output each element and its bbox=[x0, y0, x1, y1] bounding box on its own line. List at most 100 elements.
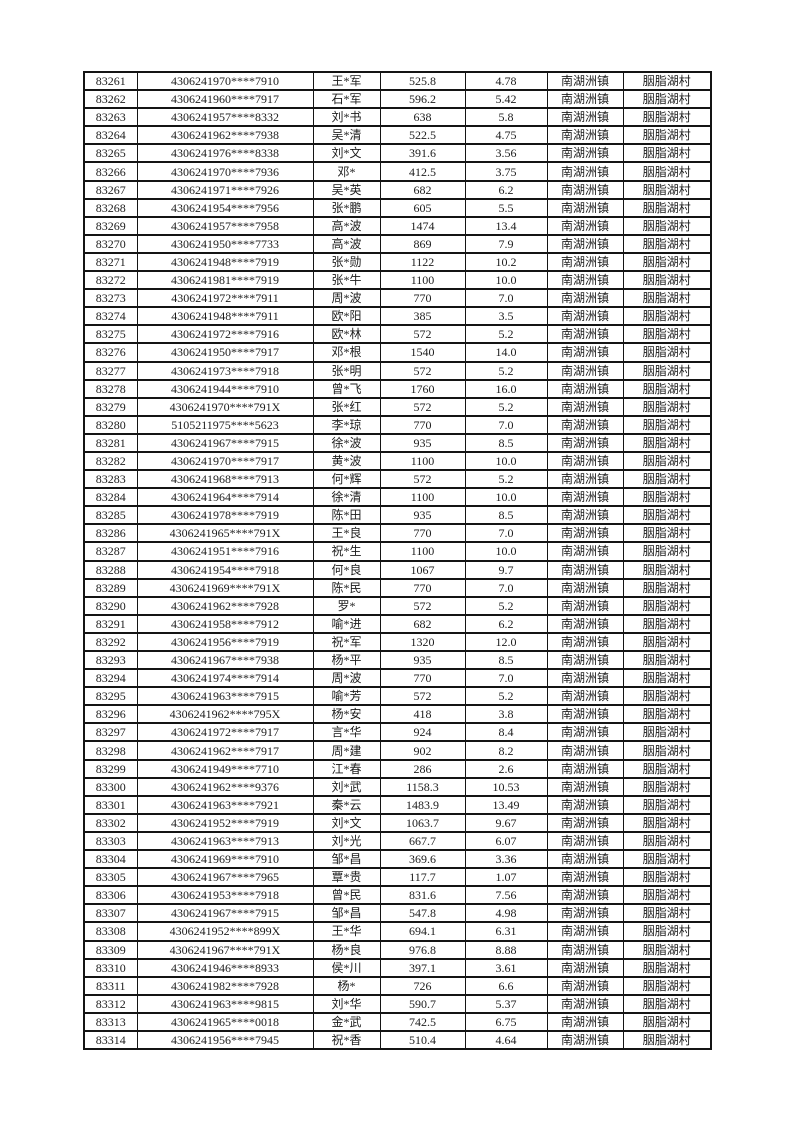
cell-amount: 391.6 bbox=[379, 143, 466, 164]
cell-id-number: 4306241965****791X bbox=[136, 523, 314, 544]
cell-name: 覃*贵 bbox=[312, 867, 381, 888]
table-row: 83273 4306241972****7911 周*波 770 7.0 南湖洲镇 胭脂湖村 bbox=[83, 288, 712, 309]
cell-amount: 1483.9 bbox=[379, 794, 466, 815]
table-row: 83310 4306241946****8933 侯*川 397.1 3.61 南湖洲镇胭… bbox=[83, 957, 712, 978]
cell-rate: 6.6 bbox=[464, 975, 548, 996]
cell-town: 南湖洲镇 bbox=[546, 215, 624, 236]
cell-rate: 6.2 bbox=[464, 179, 548, 200]
cell-seq: 83287 bbox=[83, 541, 138, 562]
cell-rate: 3.61 bbox=[464, 957, 548, 978]
table-row: 83261 4306241970****7910 王*军 525.8 4.78 南湖洲镇胭… bbox=[83, 70, 712, 92]
cell-id-number: 4306241957****7958 bbox=[136, 215, 314, 236]
cell-seq: 83302 bbox=[83, 812, 138, 833]
cell-rate: 3.5 bbox=[464, 306, 548, 327]
cell-town: 南湖洲镇 bbox=[546, 740, 624, 761]
cell-id-number: 4306241970****7910 bbox=[136, 70, 314, 92]
cell-name: 杨*安 bbox=[312, 704, 381, 725]
cell-amount: 1067 bbox=[379, 559, 466, 580]
cell-rate: 8.5 bbox=[464, 432, 548, 453]
cell-rate: 6.07 bbox=[464, 830, 548, 852]
cell-rate: 7.0 bbox=[464, 523, 548, 544]
cell-rate: 2.6 bbox=[464, 758, 548, 779]
cell-rate: 5.2 bbox=[464, 595, 548, 616]
cell-town: 南湖洲镇 bbox=[546, 179, 624, 200]
cell-id-number: 4306241954****7956 bbox=[136, 197, 314, 218]
cell-rate: 5.2 bbox=[464, 396, 548, 417]
cell-id-number: 4306241951****7916 bbox=[136, 541, 314, 562]
cell-village: 胭脂湖村 bbox=[622, 740, 712, 761]
cell-amount: 1540 bbox=[379, 342, 466, 363]
cell-rate: 6.75 bbox=[464, 1011, 548, 1032]
cell-seq: 83295 bbox=[83, 686, 138, 707]
cell-seq: 83282 bbox=[83, 450, 138, 472]
cell-name: 李*琼 bbox=[312, 414, 381, 435]
table-row: 83297 4306241972****7917 言*华 924 8.4 南湖洲镇 胭脂湖村 bbox=[83, 722, 712, 743]
cell-seq: 83274 bbox=[83, 306, 138, 327]
cell-seq: 83310 bbox=[83, 957, 138, 978]
table-row: 83278 4306241944****7910 曾*飞 1760 16.0 南湖洲镇 胭脂… bbox=[83, 378, 712, 399]
cell-seq: 83264 bbox=[83, 125, 138, 146]
cell-name: 黄*波 bbox=[312, 450, 381, 472]
cell-seq: 83266 bbox=[83, 161, 138, 182]
cell-amount: 605 bbox=[379, 197, 466, 218]
cell-name: 邓*根 bbox=[312, 342, 381, 363]
cell-name: 王*军 bbox=[312, 70, 381, 92]
cell-rate: 7.0 bbox=[464, 577, 548, 598]
cell-seq: 83309 bbox=[83, 939, 138, 960]
cell-amount: 638 bbox=[379, 107, 466, 128]
table-row: 83271 4306241948****7919 张*勋 1122 10.2 南湖洲镇 胭脂… bbox=[83, 251, 712, 273]
cell-id-number: 4306241970****7936 bbox=[136, 161, 314, 182]
cell-seq: 83280 bbox=[83, 414, 138, 435]
cell-amount: 286 bbox=[379, 758, 466, 779]
cell-village: 胭脂湖村 bbox=[622, 414, 712, 435]
cell-name: 张*勋 bbox=[312, 251, 381, 273]
cell-town: 南湖洲镇 bbox=[546, 722, 624, 743]
cell-amount: 522.5 bbox=[379, 125, 466, 146]
cell-town: 南湖洲镇 bbox=[546, 414, 624, 435]
cell-amount: 902 bbox=[379, 740, 466, 761]
cell-amount: 590.7 bbox=[379, 993, 466, 1014]
table-row: 83279 4306241970****791X 张*红 572 5.2 南湖洲镇 胭脂湖村 bbox=[83, 396, 712, 417]
cell-amount: 742.5 bbox=[379, 1011, 466, 1032]
cell-village: 胭脂湖村 bbox=[622, 179, 712, 200]
cell-village: 胭脂湖村 bbox=[622, 143, 712, 164]
cell-seq: 83299 bbox=[83, 758, 138, 779]
cell-village: 胭脂湖村 bbox=[622, 885, 712, 906]
cell-village: 胭脂湖村 bbox=[622, 306, 712, 327]
cell-seq: 83270 bbox=[83, 233, 138, 254]
cell-village: 胭脂湖村 bbox=[622, 957, 712, 978]
cell-village: 胭脂湖村 bbox=[622, 1011, 712, 1032]
table-row: 83281 4306241967****7915 徐*波 935 8.5 南湖洲镇 胭脂湖村 bbox=[83, 432, 712, 453]
cell-town: 南湖洲镇 bbox=[546, 270, 624, 291]
table-row: 83301 4306241963****7921 秦*云 1483.9 13.49 南湖洲… bbox=[83, 794, 712, 815]
cell-id-number: 4306241972****7916 bbox=[136, 324, 314, 345]
table-row: 83309 4306241967****791X 杨*良 976.8 8.88 南湖洲镇胭… bbox=[83, 939, 712, 960]
table-row: 83272 4306241981****7919 张*牛 1100 10.0 南湖洲镇 胭脂… bbox=[83, 270, 712, 291]
cell-village: 胭脂湖村 bbox=[622, 921, 712, 942]
cell-seq: 83272 bbox=[83, 270, 138, 291]
cell-village: 胭脂湖村 bbox=[622, 595, 712, 616]
cell-amount: 1100 bbox=[379, 270, 466, 291]
cell-seq: 83279 bbox=[83, 396, 138, 417]
cell-amount: 667.7 bbox=[379, 830, 466, 852]
cell-rate: 9.67 bbox=[464, 812, 548, 833]
cell-seq: 83275 bbox=[83, 324, 138, 345]
cell-id-number: 4306241962****9376 bbox=[136, 776, 314, 797]
cell-id-number: 4306241952****899X bbox=[136, 921, 314, 942]
cell-rate: 6.31 bbox=[464, 921, 548, 942]
cell-town: 南湖洲镇 bbox=[546, 686, 624, 707]
cell-town: 南湖洲镇 bbox=[546, 704, 624, 725]
cell-village: 胭脂湖村 bbox=[622, 233, 712, 254]
cell-town: 南湖洲镇 bbox=[546, 939, 624, 960]
cell-name: 祝*香 bbox=[312, 1029, 381, 1051]
cell-town: 南湖洲镇 bbox=[546, 613, 624, 634]
cell-village: 胭脂湖村 bbox=[622, 613, 712, 634]
cell-seq: 83262 bbox=[83, 89, 138, 110]
table-body: 83261 4306241970****7910 王*军 525.8 4.78 南湖洲镇胭… bbox=[83, 70, 712, 1051]
cell-village: 胭脂湖村 bbox=[622, 722, 712, 743]
cell-village: 胭脂湖村 bbox=[622, 396, 712, 417]
cell-name: 张*明 bbox=[312, 360, 381, 381]
cell-id-number: 4306241964****7914 bbox=[136, 487, 314, 508]
cell-rate: 10.53 bbox=[464, 776, 548, 797]
cell-rate: 7.0 bbox=[464, 414, 548, 435]
